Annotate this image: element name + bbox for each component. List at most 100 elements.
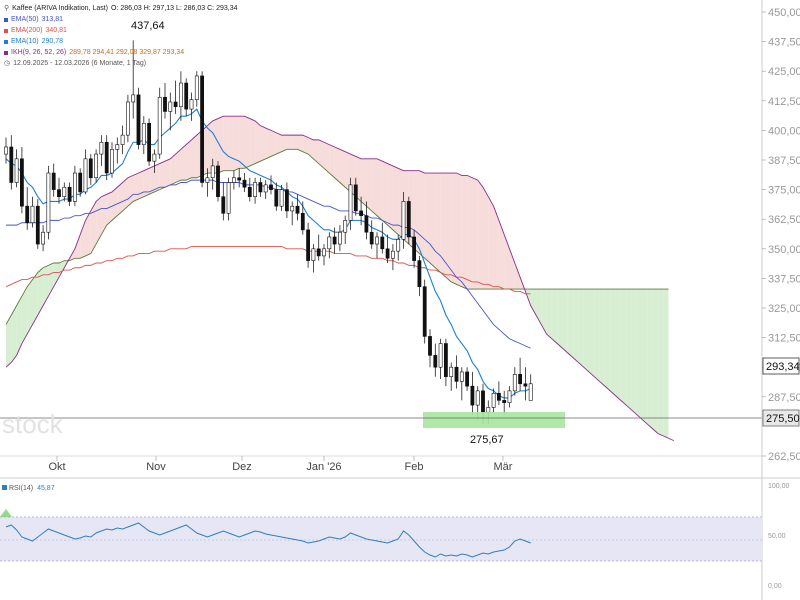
candle[interactable]: [25, 187, 30, 230]
candle[interactable]: [131, 40, 136, 119]
candle[interactable]: [359, 196, 364, 226]
candle[interactable]: [369, 220, 374, 249]
candle[interactable]: [115, 137, 120, 164]
candle[interactable]: [412, 229, 417, 268]
candle[interactable]: [290, 201, 295, 226]
candle[interactable]: [507, 386, 512, 408]
candle[interactable]: [428, 329, 432, 368]
candle[interactable]: [502, 390, 507, 415]
candle[interactable]: [279, 184, 284, 211]
candle[interactable]: [401, 191, 406, 249]
candle[interactable]: [433, 343, 438, 377]
candle[interactable]: [311, 244, 316, 273]
candle[interactable]: [390, 244, 395, 271]
candle[interactable]: [237, 168, 242, 188]
candle[interactable]: [184, 78, 189, 117]
candle[interactable]: [353, 177, 358, 216]
candle[interactable]: [205, 168, 210, 197]
candle[interactable]: [216, 161, 220, 202]
candle[interactable]: [438, 338, 443, 380]
candle[interactable]: [30, 196, 35, 228]
candle[interactable]: [263, 180, 268, 200]
candle[interactable]: [9, 135, 14, 190]
candle[interactable]: [51, 163, 56, 197]
candle[interactable]: [4, 137, 8, 164]
candle[interactable]: [136, 87, 141, 150]
candle[interactable]: [406, 196, 411, 245]
candle[interactable]: [465, 367, 470, 391]
candle[interactable]: [221, 182, 226, 221]
candle[interactable]: [14, 149, 19, 188]
candle[interactable]: [518, 357, 523, 391]
candle[interactable]: [343, 215, 348, 245]
candle[interactable]: [322, 244, 326, 266]
candle[interactable]: [104, 135, 109, 181]
legend-ema10-row[interactable]: EMA(10) 290,78: [4, 36, 237, 47]
candle[interactable]: [491, 388, 496, 413]
candle[interactable]: [306, 222, 311, 268]
candle[interactable]: [173, 80, 178, 114]
candle[interactable]: [120, 125, 125, 155]
candle[interactable]: [126, 94, 130, 143]
candle[interactable]: [316, 234, 321, 261]
legend-ema50-row[interactable]: EMA(50) 313,81: [4, 14, 237, 25]
candle[interactable]: [284, 182, 289, 219]
candle[interactable]: [141, 116, 146, 155]
candle[interactable]: [337, 225, 342, 252]
candle[interactable]: [147, 118, 152, 166]
candle[interactable]: [157, 87, 162, 159]
candle[interactable]: [110, 142, 114, 178]
candle[interactable]: [194, 71, 199, 107]
candle[interactable]: [163, 83, 167, 119]
candle[interactable]: [19, 146, 24, 214]
candle[interactable]: [385, 234, 390, 264]
candle[interactable]: [269, 175, 273, 195]
candle[interactable]: [528, 374, 533, 401]
candle[interactable]: [78, 168, 83, 197]
candle[interactable]: [364, 201, 369, 240]
candle[interactable]: [83, 149, 88, 195]
candle[interactable]: [46, 165, 51, 240]
candle[interactable]: [226, 177, 231, 221]
candle[interactable]: [496, 381, 501, 406]
candle[interactable]: [242, 173, 247, 192]
candle[interactable]: [523, 367, 528, 401]
candle[interactable]: [152, 149, 157, 174]
candle[interactable]: [232, 170, 236, 190]
candle[interactable]: [274, 182, 279, 211]
candle[interactable]: [57, 177, 61, 204]
candle[interactable]: [189, 92, 194, 121]
candle[interactable]: [459, 367, 464, 401]
candle[interactable]: [396, 234, 401, 261]
candle[interactable]: [300, 201, 305, 235]
candle[interactable]: [327, 232, 332, 259]
candle[interactable]: [247, 177, 252, 202]
candle[interactable]: [35, 199, 40, 249]
candle[interactable]: [179, 71, 183, 121]
candle[interactable]: [88, 154, 93, 185]
candle[interactable]: [210, 158, 215, 190]
candle[interactable]: [200, 71, 205, 188]
candle[interactable]: [73, 165, 77, 207]
candle[interactable]: [348, 177, 353, 230]
candle[interactable]: [512, 367, 517, 396]
candle[interactable]: [443, 338, 448, 387]
candle[interactable]: [253, 177, 258, 204]
candle[interactable]: [417, 255, 422, 297]
candle[interactable]: [449, 362, 454, 391]
candle[interactable]: [295, 194, 300, 221]
candle[interactable]: [67, 182, 72, 207]
candle[interactable]: [258, 177, 263, 197]
candle[interactable]: [94, 149, 99, 183]
candle[interactable]: [41, 225, 46, 252]
candle[interactable]: [375, 232, 379, 259]
candle[interactable]: [332, 227, 337, 254]
candle[interactable]: [380, 222, 385, 254]
candle[interactable]: [62, 182, 67, 202]
legend-ikh-row[interactable]: IKH(9, 26, 52, 26) 289,78 294,41 292,08 …: [4, 47, 237, 58]
candle[interactable]: [454, 355, 459, 389]
legend-ema200-row[interactable]: EMA(200) 340,81: [4, 25, 237, 36]
candle[interactable]: [168, 92, 173, 131]
candle[interactable]: [422, 279, 427, 344]
